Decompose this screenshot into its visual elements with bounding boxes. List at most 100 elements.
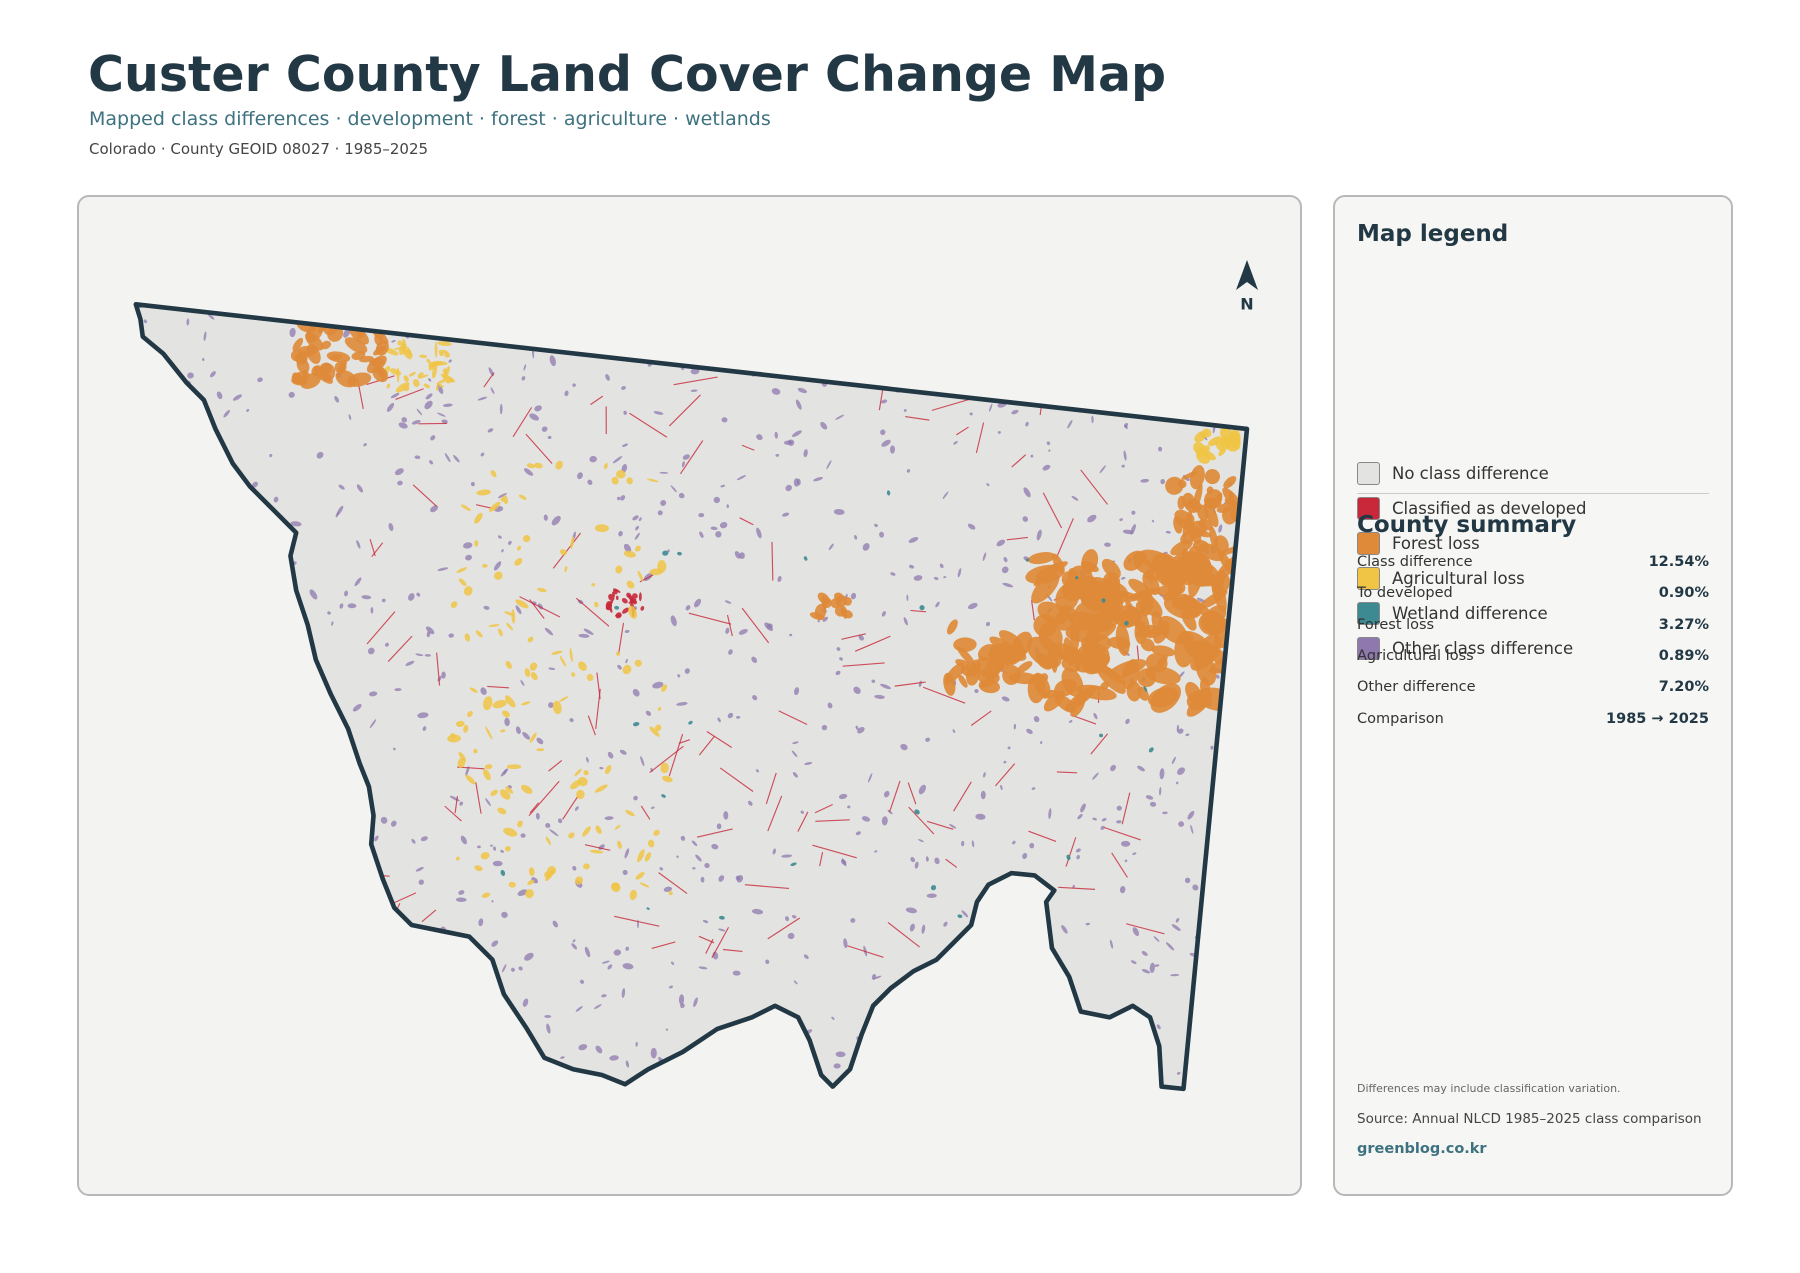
change-patch	[411, 420, 421, 425]
change-patch	[1091, 338, 1102, 344]
change-patch	[820, 421, 828, 430]
change-patch	[883, 1018, 892, 1026]
change-line	[387, 635, 413, 662]
map: N	[133, 260, 1258, 1092]
change-patch	[524, 952, 534, 961]
change-patch	[213, 932, 218, 945]
change-patch	[546, 1023, 551, 1034]
change-patch	[1043, 655, 1054, 664]
change-patch	[1050, 1021, 1053, 1029]
change-patch	[190, 816, 195, 827]
change-patch	[577, 776, 588, 787]
change-patch	[1219, 427, 1234, 442]
change-patch	[607, 964, 613, 970]
change-patch	[1193, 442, 1206, 455]
change-patch	[476, 1073, 486, 1081]
change-patch	[319, 363, 336, 382]
change-line	[454, 796, 459, 814]
change-patch	[1067, 368, 1073, 374]
change-patch	[465, 766, 470, 777]
change-patch	[781, 854, 793, 858]
change-patch	[1214, 535, 1229, 554]
change-patch	[1042, 940, 1047, 945]
change-patch	[831, 338, 835, 343]
change-patch	[835, 414, 845, 420]
change-patch	[621, 598, 628, 604]
change-patch	[263, 991, 268, 996]
change-patch	[925, 737, 931, 742]
change-patch	[635, 871, 645, 880]
change-patch	[1230, 1028, 1239, 1036]
change-patch	[552, 700, 562, 715]
change-patch	[822, 616, 829, 622]
change-patch	[858, 634, 864, 641]
change-patch	[480, 687, 487, 695]
change-patch	[488, 624, 500, 628]
summary-value: 7.20%	[1658, 679, 1709, 696]
change-patch	[678, 994, 685, 1005]
change-patch	[738, 1065, 746, 1072]
change-patch	[356, 976, 362, 980]
change-patch	[622, 443, 628, 448]
change-patch	[520, 833, 526, 838]
change-patch	[998, 389, 1005, 397]
change-patch	[1000, 784, 1003, 791]
change-patch	[446, 974, 453, 979]
change-patch	[638, 517, 642, 522]
change-patch	[189, 918, 194, 923]
change-patch	[645, 710, 652, 716]
change-patch	[640, 605, 645, 611]
change-patch	[919, 355, 926, 363]
change-patch	[1208, 999, 1214, 1004]
change-patch	[337, 360, 347, 373]
change-patch	[905, 907, 918, 914]
change-patch	[881, 610, 886, 617]
change-line	[739, 517, 754, 526]
change-patch	[283, 785, 289, 789]
change-patch	[354, 577, 362, 587]
change-patch	[375, 1008, 384, 1015]
change-patch	[660, 322, 667, 333]
change-patch	[180, 1081, 184, 1085]
change-patch	[777, 575, 782, 583]
change-patch	[660, 762, 669, 774]
change-patch	[1092, 817, 1097, 821]
change-patch	[393, 747, 396, 751]
change-line	[668, 394, 701, 427]
change-patch	[720, 484, 726, 488]
change-patch	[843, 938, 848, 949]
change-patch	[298, 897, 303, 902]
change-patch	[238, 872, 247, 879]
change-patch	[525, 1076, 532, 1083]
change-patch	[1116, 820, 1122, 824]
change-patch	[1025, 558, 1030, 562]
change-patch	[835, 670, 841, 676]
change-patch	[572, 383, 576, 387]
change-line	[590, 395, 604, 406]
change-patch	[544, 1015, 552, 1018]
change-patch	[615, 470, 626, 479]
change-patch	[1212, 1057, 1220, 1065]
change-patch	[612, 456, 623, 464]
change-patch	[357, 1079, 364, 1089]
change-patch	[859, 363, 868, 374]
change-patch	[152, 794, 160, 802]
change-patch	[1175, 781, 1179, 785]
change-patch	[454, 992, 462, 995]
change-patch	[403, 384, 410, 392]
change-patch	[617, 664, 622, 670]
change-patch	[635, 545, 641, 552]
change-patch	[508, 881, 516, 888]
change-patch	[494, 1058, 503, 1062]
change-patch	[555, 460, 563, 470]
change-patch	[455, 856, 460, 861]
change-patch	[650, 806, 655, 809]
change-patch	[552, 920, 559, 928]
change-patch	[632, 688, 640, 697]
change-patch	[315, 883, 321, 889]
change-line	[618, 622, 625, 655]
change-patch	[749, 363, 755, 368]
change-patch	[1114, 351, 1122, 361]
change-patch	[1213, 492, 1223, 509]
change-patch	[141, 814, 146, 820]
